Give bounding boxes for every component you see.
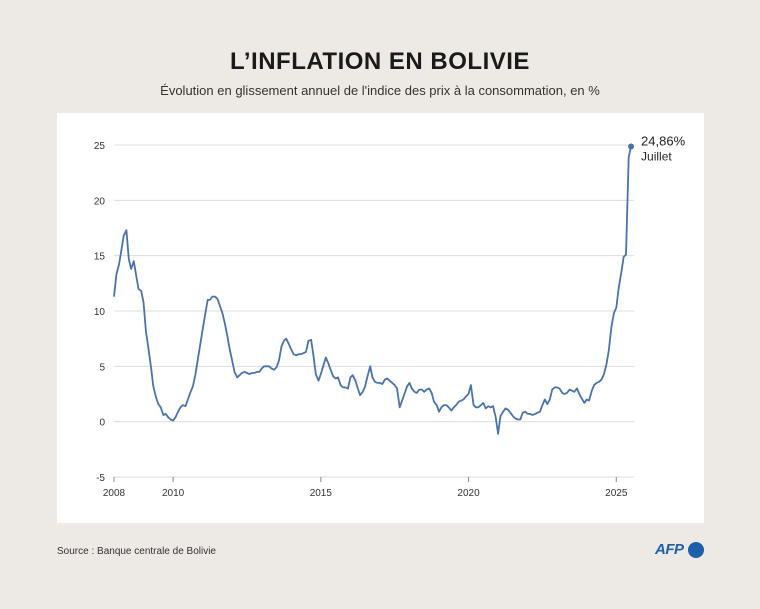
last-value-month-label: Juillet: [641, 150, 672, 164]
last-value-point: [628, 143, 635, 150]
x-tick-label: 2008: [103, 488, 126, 499]
afp-logo: AFP: [655, 540, 707, 560]
y-tick-label: 20: [94, 196, 106, 207]
x-tick-label: 2020: [457, 488, 480, 499]
afp-logo-dot-icon: [688, 542, 704, 558]
x-tick-label: 2025: [605, 488, 628, 499]
chart-title: L’INFLATION EN BOLIVIE: [230, 48, 530, 75]
x-tick-label: 2015: [310, 488, 333, 499]
y-tick-label: 5: [99, 362, 105, 373]
last-value-label: 24,86%: [641, 134, 686, 149]
inflation-series-line: [113, 146, 632, 435]
series-layer: [113, 143, 635, 435]
chart-panel: -5 0 5 10 15 20 25 2008 2010 2015 2020 2025 24,86% …: [57, 113, 704, 523]
y-tick-label: 0: [99, 418, 105, 429]
x-tick-label: 2010: [162, 488, 185, 499]
afp-logo-text: AFP: [655, 541, 684, 558]
y-tick-label: 10: [94, 307, 106, 318]
y-tick-label: 15: [94, 252, 106, 263]
grid-layer: [114, 144, 634, 478]
source-note: Source : Banque centrale de Bolivie: [57, 546, 216, 557]
annotation-layer: 24,86% Juillet: [641, 134, 686, 164]
y-tick-label: 25: [94, 141, 106, 152]
chart-subtitle: Évolution en glissement annuel de l'indi…: [160, 83, 600, 98]
y-tick-label: -5: [96, 473, 105, 484]
